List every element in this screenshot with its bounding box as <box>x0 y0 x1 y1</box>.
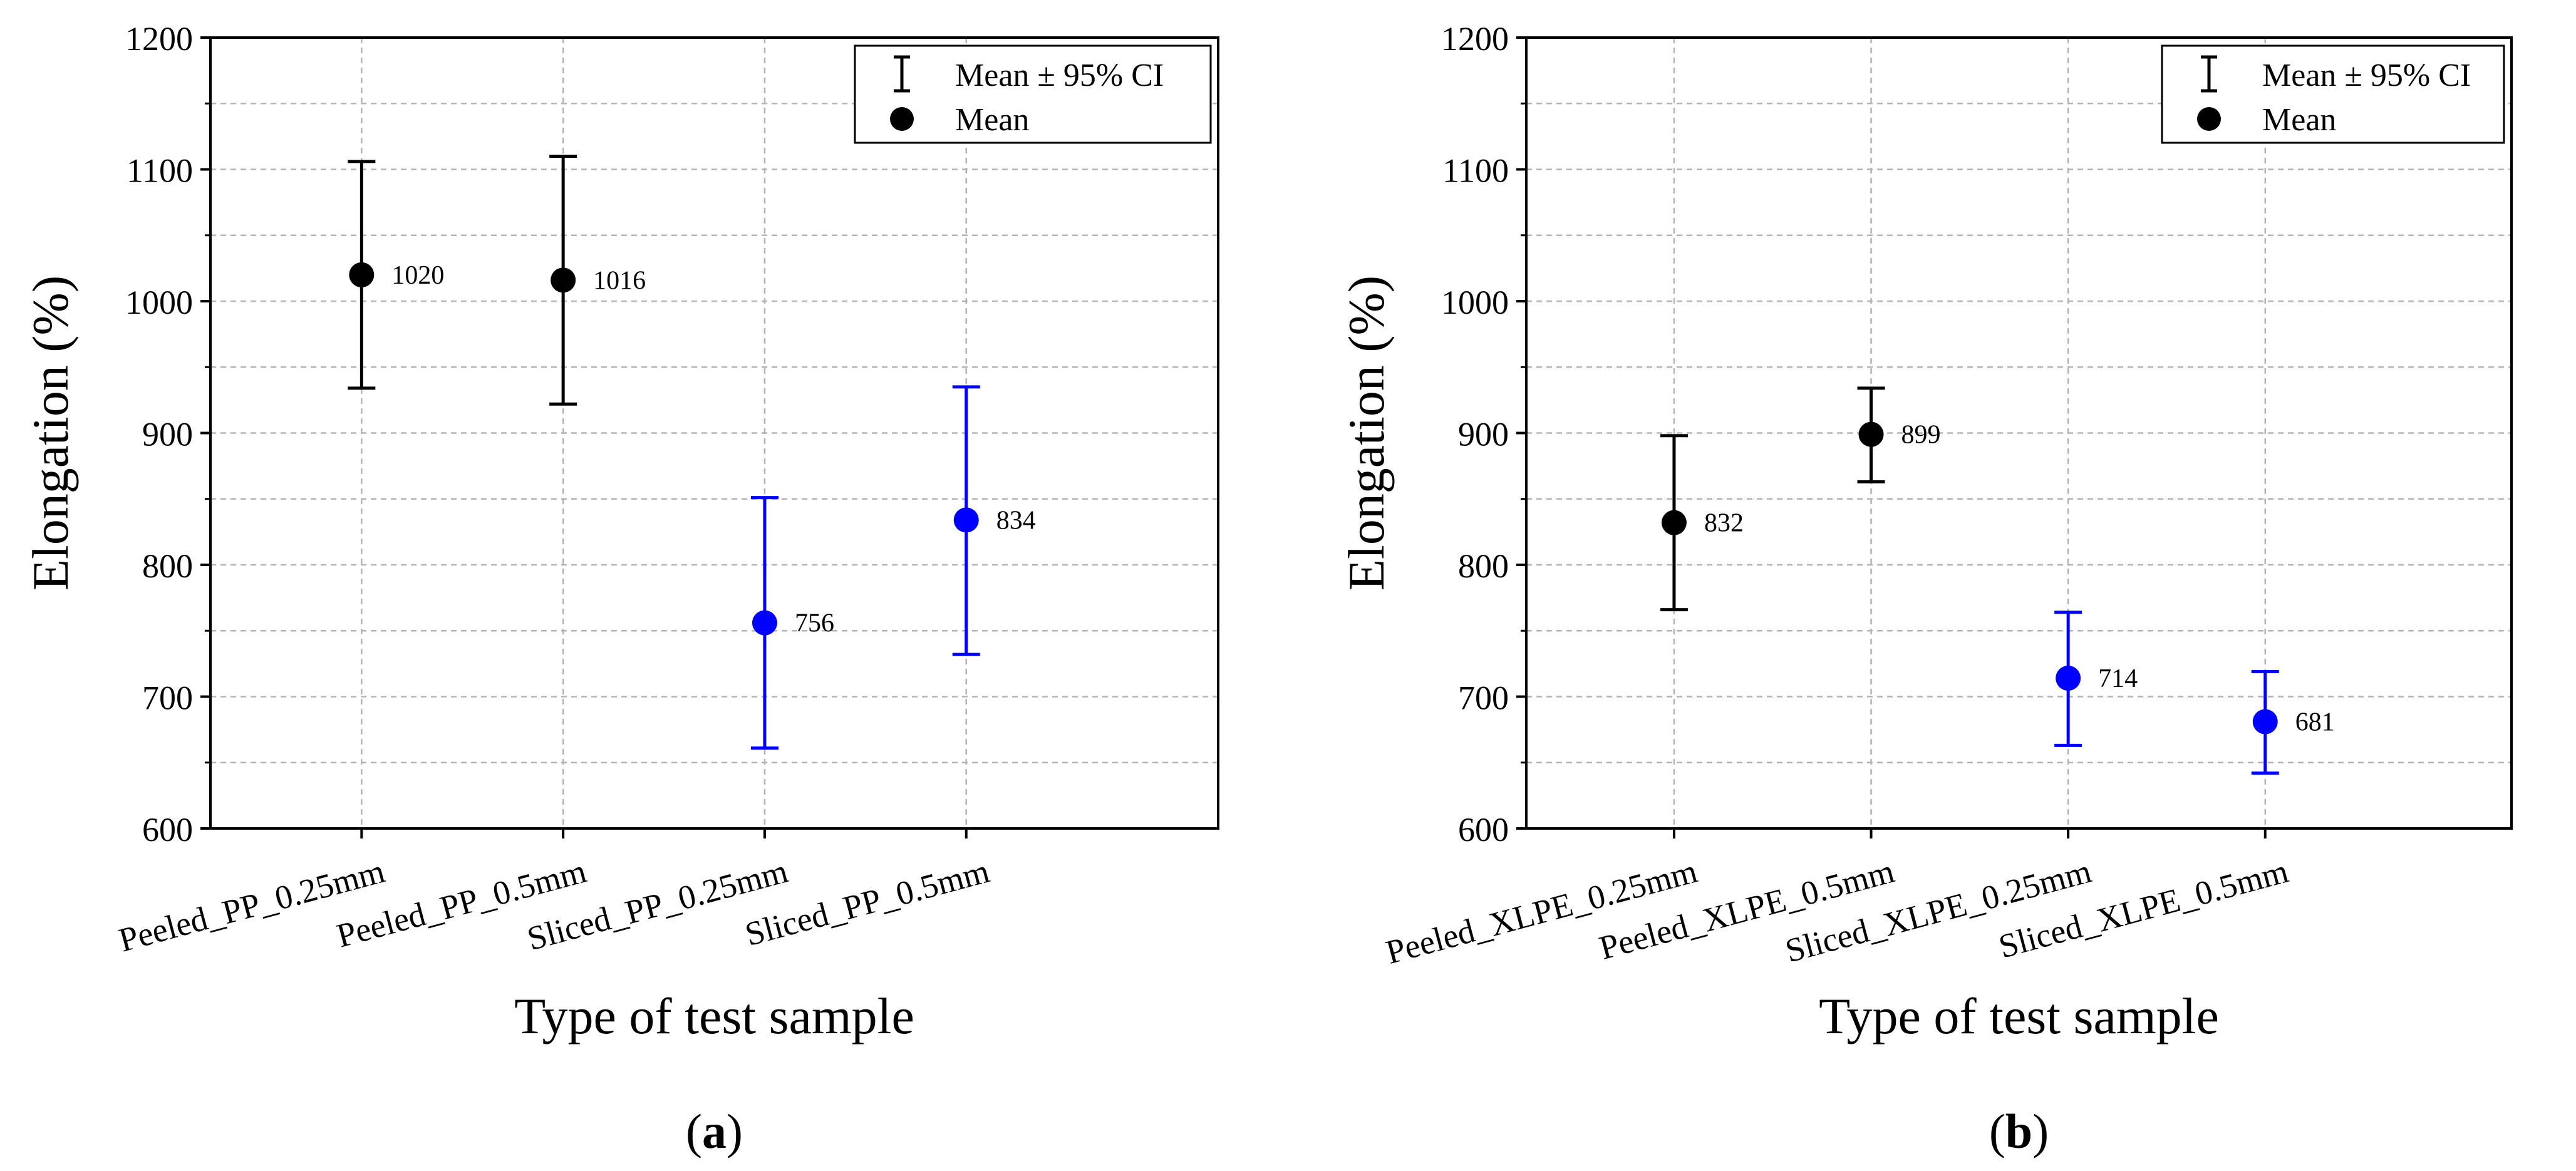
data-label: 1020 <box>391 261 444 290</box>
mean-marker <box>1661 510 1687 535</box>
data-point-group: 1016 <box>549 154 646 406</box>
legend-mean-symbol <box>2197 107 2221 131</box>
gridlines <box>1526 36 2511 828</box>
data-label: 714 <box>2098 664 2138 693</box>
caption-letter: a <box>702 1104 727 1158</box>
caption-paren-close: ) <box>2032 1104 2049 1158</box>
y-tick-label: 1000 <box>1441 284 1509 321</box>
gridlines <box>210 36 1218 828</box>
y-tick-label: 1200 <box>1441 20 1509 58</box>
mean-marker <box>2056 666 2081 691</box>
mean-marker <box>752 610 777 636</box>
legend-errorbar-label: Mean ± 95% CI <box>2262 58 2471 93</box>
data-point-group: 899 <box>1857 386 1941 483</box>
subplot-caption: (b) <box>1989 1104 2049 1158</box>
data-label: 834 <box>996 506 1036 535</box>
y-tick-label: 1100 <box>127 152 193 190</box>
mean-marker <box>953 507 979 533</box>
data-label: 1016 <box>593 266 646 295</box>
data-label: 756 <box>795 609 834 638</box>
data-point-group: 681 <box>2251 670 2335 775</box>
y-tick-label: 900 <box>1458 416 1509 453</box>
y-tick-label: 700 <box>1458 679 1509 717</box>
mean-marker <box>551 267 576 293</box>
mean-marker <box>2252 709 2278 735</box>
data-label: 681 <box>2295 708 2335 736</box>
y-axis-title: Elongation (%) <box>22 276 79 591</box>
legend: Mean ± 95% CI Mean <box>2161 44 2505 144</box>
legend-box <box>854 44 1212 144</box>
caption-letter: b <box>2005 1104 2032 1158</box>
caption-paren-open: ( <box>1989 1104 2005 1158</box>
subplot-caption: (a) <box>686 1104 743 1158</box>
chart-a: 600700800900100011001200Peeled_PP_0.25mm… <box>22 20 1219 1158</box>
data-label: 899 <box>1901 421 1941 450</box>
y-tick-label: 800 <box>1458 547 1509 585</box>
mean-marker <box>1858 421 1884 447</box>
caption-paren-open: ( <box>686 1104 702 1158</box>
data-point-group: 756 <box>750 496 834 750</box>
data-point-group: 714 <box>2054 611 2138 747</box>
y-tick-label: 700 <box>142 679 193 717</box>
y-tick-label: 600 <box>1458 811 1509 849</box>
caption-paren-close: ) <box>727 1104 743 1158</box>
chart-b: 600700800900100011001200Peeled_XLPE_0.25… <box>1338 20 2513 1158</box>
y-tick-label: 800 <box>142 547 193 585</box>
data-label: 832 <box>1704 509 1744 538</box>
data-point-group: 832 <box>1660 434 1744 612</box>
legend-mean-symbol <box>890 107 914 131</box>
legend-errorbar-label: Mean ± 95% CI <box>955 58 1164 93</box>
legend-box <box>2161 44 2505 144</box>
y-axis-title: Elongation (%) <box>1338 276 1395 591</box>
y-tick-label: 1000 <box>125 284 193 321</box>
x-axis-title: Type of test sample <box>1819 988 2219 1045</box>
mean-marker <box>349 262 375 287</box>
legend-mean-label: Mean <box>2262 102 2336 138</box>
y-tick-label: 900 <box>142 416 193 453</box>
y-tick-label: 1100 <box>1442 152 1509 190</box>
legend: Mean ± 95% CI Mean <box>854 44 1212 144</box>
y-tick-label: 600 <box>142 811 193 849</box>
data-point-group: 834 <box>952 385 1036 656</box>
legend-mean-label: Mean <box>955 102 1029 138</box>
data-point-group: 1020 <box>348 160 444 390</box>
x-axis-title: Type of test sample <box>514 988 914 1045</box>
y-tick-label: 1200 <box>125 20 193 58</box>
